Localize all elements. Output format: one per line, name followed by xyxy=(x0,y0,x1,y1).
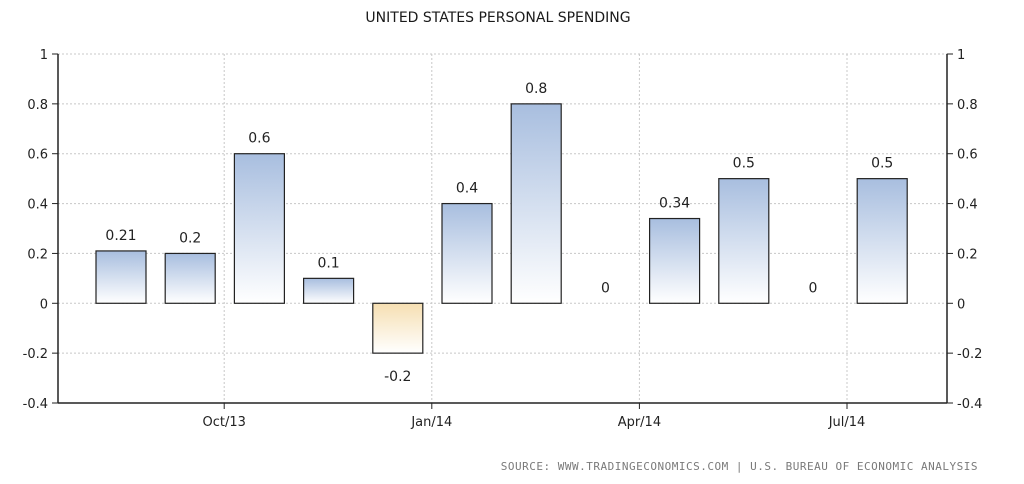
bar-dec-13 xyxy=(303,277,355,304)
y-tick-label-left: 0.6 xyxy=(27,148,48,163)
data-label: 0.5 xyxy=(733,156,755,172)
bar-aug-14 xyxy=(856,178,908,304)
x-tick-label: Jul/14 xyxy=(828,415,866,430)
data-labels: 0.21 0.2 0.6 0.1 -0.2 0.4 0.8 0 0.34 0.5 0 0.5 xyxy=(105,81,893,385)
bar-sep-13 xyxy=(95,250,147,304)
data-label: 0.2 xyxy=(179,230,201,246)
data-label: 0.21 xyxy=(105,228,136,244)
bar-nov-13 xyxy=(233,153,285,304)
bar-jan-14 xyxy=(372,302,424,354)
axes: 1 1 0.8 0.8 0.6 0.6 0.4 0.4 0.2 0.2 0 0 -0.2 -0.2 -0.4… xyxy=(23,48,983,430)
x-tick-label: Oct/13 xyxy=(202,415,245,430)
bar-jun-14 xyxy=(718,178,770,304)
y-tick-label-right: 0.6 xyxy=(957,148,978,163)
data-label: 0 xyxy=(601,280,610,296)
data-label: 0 xyxy=(809,280,818,296)
x-tick-label: Jan/14 xyxy=(410,415,452,430)
y-tick-label-right: 0.8 xyxy=(957,98,978,113)
y-tick-label-right: 1 xyxy=(957,48,965,63)
bar-feb-14 xyxy=(441,202,493,304)
y-tick-label-left: 0 xyxy=(40,297,48,312)
source-note: SOURCE: WWW.TRADINGECONOMICS.COM | U.S. … xyxy=(501,460,978,473)
bar-may-14 xyxy=(648,217,701,304)
data-label: 0.6 xyxy=(248,131,270,147)
data-label: 0.34 xyxy=(659,196,690,212)
bars xyxy=(95,103,908,354)
y-tick-label-right: 0.2 xyxy=(957,247,978,262)
y-tick-label-right: 0 xyxy=(957,297,965,312)
y-tick-label-left: -0.2 xyxy=(23,347,48,362)
y-tick-label-left: 0.2 xyxy=(27,247,48,262)
y-tick-label-left: 1 xyxy=(40,48,48,63)
y-tick-label-right: -0.4 xyxy=(957,397,982,412)
y-tick-label-left: -0.4 xyxy=(23,397,48,412)
data-label: 0.1 xyxy=(317,255,339,271)
data-label: 0.5 xyxy=(871,156,893,172)
bar-mar-14 xyxy=(510,103,562,304)
chart-title: UNITED STATES PERSONAL SPENDING xyxy=(365,10,630,26)
data-label: 0.4 xyxy=(456,181,478,197)
data-label: 0.8 xyxy=(525,81,547,97)
y-tick-label-right: -0.2 xyxy=(957,347,982,362)
y-tick-label-left: 0.4 xyxy=(27,198,48,213)
bar-oct-13 xyxy=(164,252,216,304)
data-label: -0.2 xyxy=(384,369,411,385)
grid-lines xyxy=(58,53,947,403)
x-tick-label: Apr/14 xyxy=(618,415,661,430)
y-tick-label-left: 0.8 xyxy=(27,98,48,113)
y-tick-label-right: 0.4 xyxy=(957,198,978,213)
